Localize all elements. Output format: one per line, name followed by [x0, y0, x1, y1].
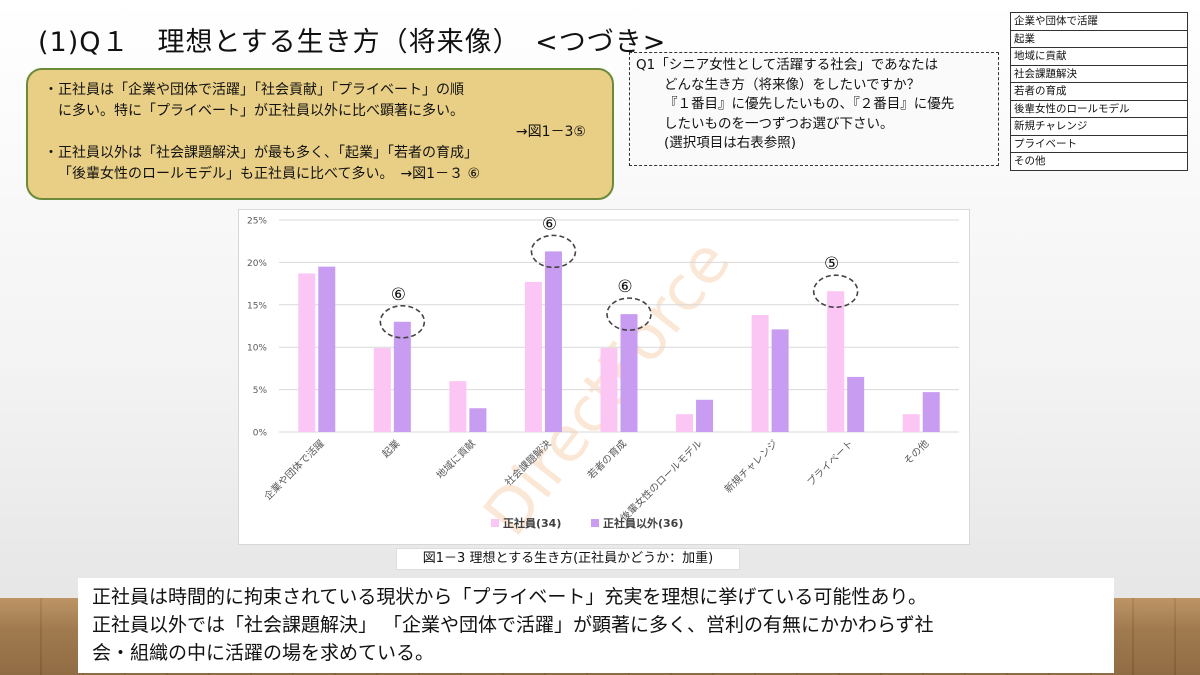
x-tick-label: 地域に貢献: [433, 437, 478, 482]
x-tick-label: 起業: [379, 437, 402, 460]
bar-chart: DirectForce0%5%10%15%20%25%企業や団体で活躍起業地域に…: [247, 214, 959, 549]
summary-box: ・正社員は「企業や団体で活躍」「社会貢献」「プライベート」の順 に多い。特に「プ…: [26, 68, 614, 200]
y-tick-label: 15%: [247, 301, 267, 311]
option-item: 起業: [1010, 29, 1188, 48]
bar-seishain-igai: [469, 408, 487, 432]
bar-seishain: [751, 314, 769, 432]
option-item: 社会課題解決: [1010, 64, 1188, 83]
summary-bullet1-line2: に多い。特に「プライベート」が正社員以外に比べ顕著に多い。: [58, 103, 464, 119]
option-item: 後輩女性のロールモデル: [1010, 99, 1188, 118]
y-tick-label: 20%: [247, 259, 267, 269]
slide-title: (1)Q１ 理想とする生き方（将来像） <つづき>: [38, 27, 667, 58]
bar-seishain-igai: [922, 392, 940, 432]
option-item: 地域に貢献: [1010, 47, 1188, 66]
legend-swatch: [491, 519, 499, 527]
bar-seishain: [827, 291, 845, 432]
question-line3: 『１番目』に優先したいもの、『２番目』に優先: [664, 96, 955, 112]
bar-seishain: [902, 414, 920, 432]
annotation-label: ⑥: [391, 285, 406, 305]
option-item: 企業や団体で活躍: [1010, 12, 1188, 31]
bar-seishain-igai: [771, 329, 789, 432]
conclusion-line1: 正社員は時間的に拘束されている現状から「プライベート」充実を理想に挙げている可能…: [92, 586, 928, 608]
y-tick-label: 0%: [253, 429, 268, 439]
bar-seishain-igai: [620, 314, 638, 432]
legend-label: 正社員以外(36): [603, 516, 683, 530]
bar-seishain: [373, 348, 391, 432]
bar-seishain: [298, 273, 316, 432]
bar-seishain: [600, 348, 618, 432]
option-item: 新規チャレンジ: [1010, 117, 1188, 136]
x-tick-label: 後輩女性のロールモデル: [618, 437, 705, 524]
bar-seishain-igai: [318, 266, 336, 432]
question-line5: (選択項目は右表参照): [664, 135, 797, 151]
chart-panel: DirectForce0%5%10%15%20%25%企業や団体で活躍起業地域に…: [238, 209, 970, 549]
bar-seishain-igai: [847, 376, 865, 432]
bar-seishain: [449, 381, 467, 432]
bar-seishain: [524, 281, 542, 432]
question-line1: Q1「シニア女性として活躍する社会」であなたは: [636, 57, 939, 73]
conclusion-line3: 会・組織の中に活躍の場を求めている。: [92, 642, 435, 664]
summary-bullet2-line2: 「後輩女性のロールモデル」も正社員に比べて多い。 →図1－３ ⑥: [58, 166, 481, 182]
question-line2: どんな生き方（将来像）をしたいですか？: [664, 76, 921, 93]
summary-bullet1-ref: →図1－3⑤: [515, 124, 586, 140]
bar-seishain-igai: [696, 399, 714, 432]
annotation-label: ⑤: [824, 254, 839, 274]
legend-label: 正社員(34): [503, 516, 561, 530]
highlight-ellipse: [530, 234, 577, 269]
bar-seishain-igai: [544, 251, 562, 432]
bar-seishain-igai: [393, 321, 411, 432]
conclusion-line2: 正社員以外では「社会課題解決」 「企業や団体で活躍」が顕著に多く、営利の有無にか…: [92, 614, 934, 636]
x-tick-label: その他: [901, 437, 931, 467]
y-tick-label: 10%: [247, 344, 267, 354]
summary-bullet1-line1: ・正社員は「企業や団体で活躍」「社会貢献」「プライベート」の順: [44, 82, 464, 98]
summary-bullet2-line1: ・正社員以外は「社会課題解決」が最も多く、「起業」「若者の育成」: [44, 145, 478, 161]
options-table: 企業や団体で活躍 起業 地域に貢献 社会課題解決 若者の育成 後輩女性のロールモ…: [1010, 12, 1188, 171]
option-item: プライベート: [1010, 134, 1188, 153]
question-line4: したいものを一つずつお選び下さい。: [664, 115, 894, 132]
y-tick-label: 25%: [247, 217, 267, 227]
option-item: 若者の育成: [1010, 82, 1188, 101]
bar-seishain: [676, 414, 694, 432]
option-item: その他: [1010, 152, 1188, 171]
chart-caption: 図1－3 理想とする生き方(正社員かどうか：加重): [396, 548, 740, 570]
question-box: Q1「シニア女性として活躍する社会」であなたは どんな生き方（将来像）をしたいで…: [629, 52, 999, 166]
legend-swatch: [591, 519, 599, 527]
annotation-label: ⑥: [617, 277, 632, 297]
annotation-label: ⑥: [542, 214, 557, 234]
x-tick-label: プライベート: [805, 438, 856, 489]
x-tick-label: 新規チャレンジ: [722, 437, 781, 496]
conclusion-box: 正社員は時間的に拘束されている現状から「プライベート」充実を理想に挙げている可能…: [78, 578, 1114, 673]
y-tick-label: 5%: [253, 386, 268, 396]
x-tick-label: 企業や団体で活躍: [261, 437, 327, 503]
highlight-ellipse: [379, 304, 426, 339]
